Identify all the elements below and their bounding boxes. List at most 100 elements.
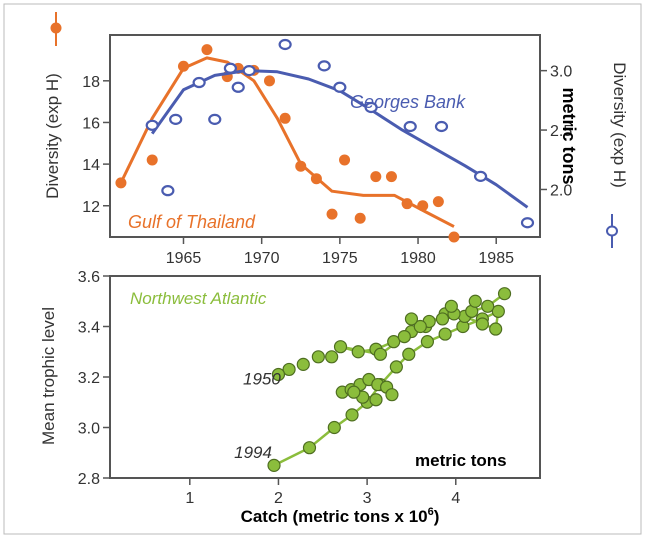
data-point	[347, 385, 361, 399]
data-point	[242, 65, 256, 77]
data-point	[345, 408, 359, 422]
bottom-x-ticks: 1 2 3 4	[185, 478, 460, 507]
x-label-main: Catch (metric tons x 10	[241, 507, 428, 526]
data-point	[402, 347, 416, 361]
series-label-georges: Georges Bank	[350, 92, 466, 112]
data-point	[296, 357, 310, 371]
bottom-x-label: Catch (metric tons x 106)	[241, 506, 440, 526]
data-point	[397, 330, 411, 344]
data-point	[387, 335, 401, 349]
data-point	[444, 299, 458, 313]
series-label-nw-atlantic: Northwest Atlantic	[130, 289, 267, 308]
annotation-1994: 1994	[234, 443, 272, 462]
data-point	[263, 75, 275, 87]
data-point	[385, 388, 399, 402]
data-point	[434, 120, 449, 133]
bottom-side-note: metric tons	[415, 451, 507, 470]
top-y-tick-label: 16	[82, 115, 100, 132]
data-point	[115, 177, 127, 189]
data-point	[192, 76, 206, 89]
bottom-series-nw-atlantic	[267, 287, 512, 472]
bottom-x-tick-label: 2	[274, 490, 283, 507]
data-point	[201, 44, 213, 56]
data-point	[169, 113, 183, 125]
data-point	[432, 196, 444, 208]
figure-border	[3, 3, 642, 535]
top-x-tick-label: 1970	[244, 250, 280, 267]
top-y-tick-label: 14	[82, 157, 100, 174]
gulf-legend-icon	[50, 12, 62, 46]
data-point	[339, 154, 351, 166]
top-x-tick-label: 1980	[400, 250, 436, 267]
data-point	[364, 101, 378, 114]
data-point	[145, 119, 159, 131]
bottom-x-tick-label: 4	[451, 490, 460, 507]
bottom-y-tick-label: 3.2	[78, 370, 100, 387]
data-point	[385, 171, 397, 183]
data-point	[481, 299, 495, 313]
data-point	[351, 345, 365, 359]
x-label-sup: 6	[428, 506, 434, 518]
bottom-y-tick-label: 2.8	[78, 471, 100, 488]
data-point	[310, 173, 322, 185]
top-y2-ticks: 2.0 2.5 3.0	[540, 64, 572, 199]
top-y2-tick-label: 2.5	[550, 123, 572, 140]
data-point	[354, 212, 366, 224]
top-x-tick-label: 1965	[166, 250, 202, 267]
data-point	[413, 319, 427, 334]
data-point	[311, 350, 325, 364]
data-point	[373, 347, 388, 361]
top-y2-tick-label: 2.0	[550, 182, 572, 199]
data-point	[271, 367, 286, 382]
data-point	[282, 362, 296, 377]
data-point	[302, 441, 317, 455]
data-point	[278, 38, 292, 51]
data-point	[333, 81, 347, 93]
data-point	[295, 160, 307, 172]
georges-legend-icon	[606, 214, 618, 248]
data-point	[326, 208, 338, 220]
bottom-x-tick-label: 3	[363, 490, 372, 507]
data-point	[404, 312, 419, 326]
bottom-y-label: Mean trophic level	[39, 307, 58, 445]
data-point	[327, 420, 341, 435]
data-point	[475, 317, 489, 331]
annotation-1950: 1950	[243, 370, 281, 389]
top-plot-frame	[109, 34, 541, 238]
data-point	[497, 287, 512, 301]
data-point	[491, 304, 505, 318]
data-point	[401, 198, 413, 210]
top-series-gulf	[115, 44, 460, 243]
x-label-end: )	[434, 507, 440, 526]
top-x-tick-label: 1975	[322, 250, 358, 267]
data-point	[325, 350, 339, 364]
data-point	[417, 200, 429, 212]
data-point	[161, 185, 175, 197]
data-point	[279, 112, 291, 124]
top-y-tick-label: 12	[82, 199, 100, 216]
data-point	[438, 327, 452, 341]
top-x-ticks: 1965 1970 1975 1980 1985	[166, 237, 514, 267]
top-side-note: metric tons	[559, 87, 579, 184]
bottom-y-tick-label: 3.6	[78, 269, 100, 286]
data-point	[369, 393, 383, 407]
top-y2-tick-label: 3.0	[550, 64, 572, 81]
bottom-y-ticks: 2.8 3.0 3.2 3.4 3.6	[78, 269, 110, 488]
data-point	[223, 62, 237, 74]
bottom-y-tick-label: 3.0	[78, 421, 100, 438]
data-point	[177, 60, 189, 72]
data-point	[403, 120, 417, 133]
data-point	[317, 60, 331, 72]
series-label-gulf: Gulf of Thailand	[128, 212, 256, 232]
top-y-label: Diversity (exp H)	[43, 73, 62, 199]
data-point	[333, 340, 348, 354]
data-point	[468, 294, 482, 308]
top-x-tick-label: 1985	[478, 250, 514, 267]
data-point	[267, 458, 281, 472]
data-point	[370, 171, 382, 183]
data-point	[520, 217, 535, 229]
top-y2-label: Diversity (exp H)	[610, 62, 629, 188]
